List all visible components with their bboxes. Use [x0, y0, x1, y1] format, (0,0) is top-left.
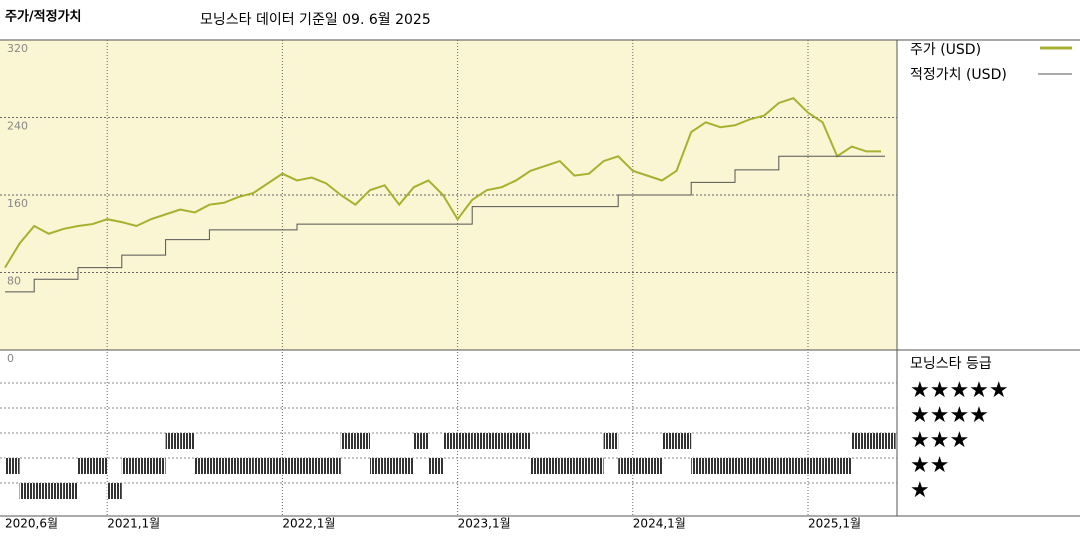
rating-bar: [472, 433, 487, 449]
rating-bar: [78, 458, 93, 474]
chart-subtitle: 모닝스타 데이터 기준일 09. 6월 2025: [200, 12, 431, 28]
rating-bar: [340, 433, 356, 449]
rating-bar: [136, 458, 151, 474]
rating-bar: [282, 458, 297, 474]
x-tick-label: 2024,1월: [633, 517, 686, 531]
rating-bar: [151, 458, 166, 474]
rating-bar: [691, 458, 706, 474]
rating-label: ★★★: [910, 428, 969, 453]
x-tick-label: 2022,1월: [282, 517, 335, 531]
rating-bar: [545, 458, 560, 474]
rating-bar: [632, 458, 648, 474]
rating-bar: [676, 433, 692, 449]
rating-bar: [735, 458, 750, 474]
rating-bar: [705, 458, 721, 474]
chart-title: 주가/적정가치: [5, 9, 82, 25]
rating-bar: [165, 433, 181, 449]
y-tick-label: 160: [7, 197, 28, 210]
rating-title: 모닝스타 등급: [910, 356, 992, 372]
rating-bar: [92, 458, 108, 474]
rating-bar: [603, 433, 619, 449]
rating-bar: [297, 458, 312, 474]
x-tick-label: 2020,6월: [5, 517, 58, 531]
rating-bar: [180, 433, 195, 449]
rating-bar: [253, 458, 268, 474]
rating-bar: [267, 458, 283, 474]
rating-bar: [516, 433, 531, 449]
y-tick-label: 240: [7, 120, 28, 133]
rating-bar: [370, 458, 385, 474]
rating-bar: [355, 433, 370, 449]
legend-label: 적정가치 (USD): [910, 67, 1007, 83]
series-line: [4, 96, 881, 269]
rating-bar: [209, 458, 224, 474]
rating-bar: [384, 458, 400, 474]
rating-bar: [413, 433, 429, 449]
rating-bar: [837, 458, 852, 474]
rating-bar: [486, 433, 502, 449]
rating-bar: [399, 458, 414, 474]
rating-bar: [866, 433, 881, 449]
rating-bar: [194, 458, 210, 474]
rating-bar: [589, 458, 604, 474]
series-line: [5, 155, 885, 293]
rating-bar: [428, 458, 443, 474]
rating-bar: [530, 458, 546, 474]
rating-label: ★★★★: [910, 403, 989, 428]
y-tick-label: 320: [7, 42, 28, 55]
rating-bar: [311, 458, 327, 474]
y-tick-label: 80: [7, 275, 21, 288]
rating-bar: [238, 458, 254, 474]
rating-bar: [63, 483, 78, 499]
x-tick-label: 2025,1월: [808, 517, 861, 531]
rating-bar: [720, 458, 735, 474]
rating-label: ★: [910, 478, 930, 503]
rating-bar: [764, 458, 779, 474]
rating-bar: [793, 458, 808, 474]
rating-bar: [851, 433, 867, 449]
rating-bar: [778, 458, 794, 474]
rating-bar: [224, 458, 239, 474]
rating-bar: [107, 483, 122, 499]
rating-bar: [881, 433, 896, 449]
rating-bar: [19, 483, 35, 499]
rating-label: ★★: [910, 453, 949, 478]
rating-bar: [5, 458, 20, 474]
legend-label: 주가 (USD): [910, 42, 981, 58]
rating-bar: [34, 483, 49, 499]
rating-bar: [822, 458, 838, 474]
rating-bar: [618, 458, 633, 474]
rating-bar: [48, 483, 64, 499]
y-tick-label: 0: [7, 352, 14, 365]
rating-bar: [662, 433, 677, 449]
rating-bar: [749, 458, 765, 474]
rating-bar: [457, 433, 473, 449]
rating-bar: [808, 458, 823, 474]
rating-bar: [326, 458, 341, 474]
rating-bar: [501, 433, 516, 449]
rating-bar: [574, 458, 589, 474]
rating-bar: [121, 458, 137, 474]
x-tick-label: 2023,1월: [458, 517, 511, 531]
rating-bar: [559, 458, 575, 474]
rating-bar: [647, 458, 662, 474]
rating-bar: [443, 433, 458, 449]
rating-label: ★★★★★: [910, 378, 1009, 403]
x-tick-label: 2021,1월: [107, 517, 160, 531]
